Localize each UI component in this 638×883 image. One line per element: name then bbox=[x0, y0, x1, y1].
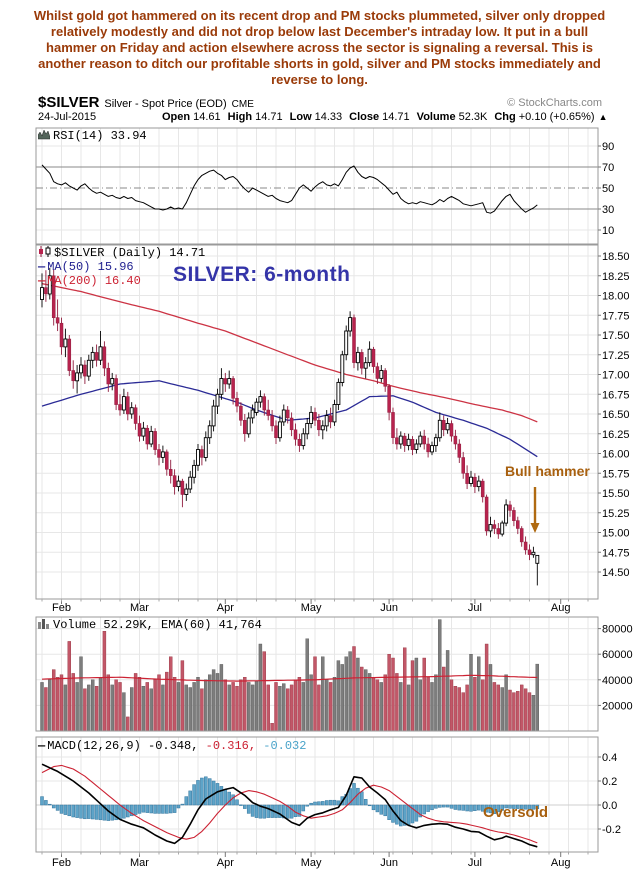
copyright-watermark: © StockCharts.com bbox=[507, 97, 602, 109]
exchange-label: CME bbox=[231, 99, 254, 110]
svg-text:15.75: 15.75 bbox=[602, 468, 630, 480]
ma200-label: — MA(200) 16.40 bbox=[38, 274, 141, 288]
bull-hammer-arrow bbox=[530, 487, 540, 533]
chg-label: Chg bbox=[494, 111, 516, 123]
svg-text:15.25: 15.25 bbox=[602, 508, 630, 520]
svg-text:17.50: 17.50 bbox=[602, 330, 630, 342]
rsi-panel-label: RSI(14) 33.94 bbox=[37, 129, 147, 144]
svg-text:17.25: 17.25 bbox=[602, 350, 630, 362]
volume-value: 52.3K bbox=[458, 111, 488, 123]
svg-text:70: 70 bbox=[602, 162, 614, 174]
oversold-annotation: Oversold bbox=[483, 804, 549, 821]
high-value: 14.71 bbox=[255, 111, 283, 123]
ma50-line-icon: — bbox=[38, 260, 46, 274]
open-label: Open bbox=[162, 111, 191, 123]
svg-text:50: 50 bbox=[602, 183, 614, 195]
ma200-label-text: MA(200) 16.40 bbox=[47, 274, 141, 288]
chart-header: $SILVER Silver - Spot Price (EOD) CME bbox=[38, 94, 254, 112]
svg-text:Jun: Jun bbox=[380, 857, 398, 869]
svg-text:Mar: Mar bbox=[130, 857, 149, 869]
chart-date: 24-Jul-2015 bbox=[38, 111, 97, 123]
close-value: 14.71 bbox=[382, 111, 410, 123]
rsi-area-icon bbox=[37, 129, 51, 144]
svg-text:15.00: 15.00 bbox=[602, 528, 630, 540]
symbol-title: $SILVER bbox=[38, 94, 100, 111]
svg-text:16.50: 16.50 bbox=[602, 409, 630, 421]
svg-text:16.00: 16.00 bbox=[602, 449, 630, 461]
svg-text:Aug: Aug bbox=[551, 602, 571, 614]
bull-hammer-annotation: Bull hammer bbox=[505, 463, 590, 479]
svg-text:16.75: 16.75 bbox=[602, 389, 630, 401]
high-label: High bbox=[227, 111, 253, 123]
svg-text:18.25: 18.25 bbox=[602, 271, 630, 283]
silver-6month-annotation: SILVER: 6-month bbox=[173, 263, 351, 286]
low-value: 14.33 bbox=[314, 111, 343, 123]
svg-text:May: May bbox=[301, 857, 322, 869]
main-label-text: $SILVER (Daily) 14.71 bbox=[54, 246, 206, 260]
ma50-label-text: MA(50) 15.96 bbox=[47, 260, 134, 274]
svg-text:Jul: Jul bbox=[468, 857, 482, 869]
svg-text:Apr: Apr bbox=[217, 857, 234, 869]
svg-text:90: 90 bbox=[602, 141, 614, 153]
price-chart-svg: 90 70 50 30 10 14.50 14.75 15.00 15.25 15.50 15.75… bbox=[35, 127, 633, 869]
candlestick-icon bbox=[38, 246, 51, 261]
svg-text:-0.2: -0.2 bbox=[602, 824, 621, 836]
svg-text:40000: 40000 bbox=[602, 675, 633, 687]
close-label: Close bbox=[349, 111, 380, 123]
main-symbol-label: $SILVER (Daily) 14.71 bbox=[38, 246, 205, 261]
quote-row: 24-Jul-2015 Open 14.61 High 14.71 Low 14.33 Clo… bbox=[38, 111, 608, 123]
volume-label-text: Volume 52.29K, EMA(60) 41,764 bbox=[53, 618, 262, 632]
svg-text:May: May bbox=[301, 602, 322, 614]
svg-text:17.00: 17.00 bbox=[602, 370, 630, 382]
macd-hist-value: -0.032 bbox=[256, 739, 307, 753]
svg-text:Feb: Feb bbox=[52, 602, 71, 614]
svg-text:80000: 80000 bbox=[602, 624, 633, 636]
month-axis: Feb Feb Mar Mar Apr Apr May May Jun Jun Jul Jul Aug A… bbox=[41, 599, 589, 869]
chg-value: +0.10 (+0.65%) bbox=[518, 111, 595, 123]
ma50-label: — MA(50) 15.96 bbox=[38, 260, 134, 274]
rsi-label-text: RSI(14) 33.94 bbox=[53, 129, 147, 143]
svg-text:0.4: 0.4 bbox=[602, 752, 617, 764]
svg-text:14.75: 14.75 bbox=[602, 547, 630, 559]
svg-text:20000: 20000 bbox=[602, 700, 633, 712]
svg-text:10: 10 bbox=[602, 225, 614, 237]
svg-text:60000: 60000 bbox=[602, 649, 633, 661]
volume-panel-label: Volume 52.29K, EMA(60) 41,764 bbox=[38, 618, 262, 633]
svg-text:14.50: 14.50 bbox=[602, 567, 630, 579]
svg-text:18.00: 18.00 bbox=[602, 291, 630, 303]
open-value: 14.61 bbox=[193, 111, 221, 123]
svg-text:30: 30 bbox=[602, 204, 614, 216]
commentary-text: Whilst gold got hammered on its recent d… bbox=[33, 8, 606, 87]
macd-panel-label: — MACD(12,26,9) -0.348, -0.316, -0.032 bbox=[38, 739, 306, 753]
svg-text:18.50: 18.50 bbox=[602, 251, 630, 263]
symbol-description: Silver - Spot Price (EOD) bbox=[104, 98, 227, 110]
svg-text:Aug: Aug bbox=[551, 857, 571, 869]
svg-text:Mar: Mar bbox=[130, 602, 149, 614]
svg-text:Feb: Feb bbox=[52, 857, 71, 869]
chg-up-triangle-icon: ▲ bbox=[598, 112, 608, 122]
macd-label-text: MACD(12,26,9) -0.348, bbox=[47, 739, 199, 753]
svg-text:16.25: 16.25 bbox=[602, 429, 630, 441]
svg-text:17.75: 17.75 bbox=[602, 310, 630, 322]
svg-text:Apr: Apr bbox=[217, 602, 234, 614]
low-label: Low bbox=[289, 111, 312, 123]
chart-canvas: 90 70 50 30 10 14.50 14.75 15.00 15.25 15.50 15.75… bbox=[0, 127, 638, 883]
macd-line-icon: — bbox=[38, 739, 46, 753]
macd-signal-value: -0.316, bbox=[198, 739, 257, 753]
ma200-line-icon: — bbox=[38, 274, 46, 288]
svg-text:Jun: Jun bbox=[380, 602, 398, 614]
svg-text:15.50: 15.50 bbox=[602, 488, 630, 500]
svg-text:0.2: 0.2 bbox=[602, 776, 617, 788]
svg-text:Jul: Jul bbox=[468, 602, 482, 614]
volume-label: Volume bbox=[416, 111, 456, 123]
svg-text:0.0: 0.0 bbox=[602, 800, 617, 812]
volume-bars-icon bbox=[38, 618, 50, 633]
